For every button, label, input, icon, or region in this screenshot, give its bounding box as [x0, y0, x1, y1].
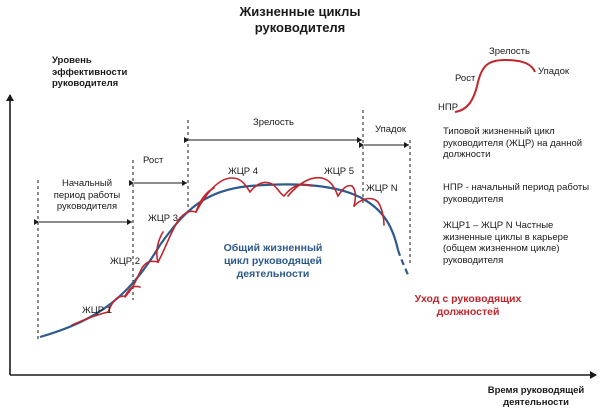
note-3-line-3: (общем жизненном цикле) — [443, 243, 560, 254]
stage-initial-line-3: руководителя — [56, 201, 118, 212]
stage-initial-label: Начальный период работы руководителя — [45, 178, 129, 213]
general-cycle-line-3: деятельности — [236, 268, 310, 280]
x-axis-label-line-2: деятельности — [503, 396, 569, 408]
legend-maturity-label: Зрелость — [489, 46, 530, 57]
general-cycle-label: Общий жизненный цикл руководящей деятель… — [218, 242, 328, 281]
y-axis-label-line-1: Уровень — [52, 55, 92, 66]
cycle-2-label: ЖЦР 2 — [110, 256, 141, 267]
note-private-cycles: ЖЦР1 – ЖЦР N Частные жизненные циклы в к… — [443, 220, 568, 266]
general-cycle-dashed — [396, 249, 411, 278]
title-line-2: руководителя — [254, 20, 346, 35]
note-typical-cycle: Типовой жизненный цикл руководителя (ЖЦР… — [443, 126, 582, 161]
cycle-1-label: ЖЦР 1 — [82, 305, 113, 316]
cycle-2-curve — [124, 231, 164, 298]
legend-cycle-curve — [454, 58, 536, 113]
stage-growth-label: Рост — [143, 155, 164, 166]
cycle-3-label: ЖЦР 3 — [148, 213, 179, 224]
note-1-line-3: должности — [443, 149, 491, 160]
stage-initial-line-2: период работы — [53, 189, 121, 201]
exit-line-1: Уход с руководящих — [414, 293, 522, 305]
y-axis-label-line-2: эффективности — [52, 66, 128, 78]
legend-decline-label: Упадок — [538, 66, 570, 77]
y-axis-label: Уровень эффективности руководителя — [52, 55, 127, 90]
cycle-5-curve — [287, 176, 357, 207]
stage-guides — [37, 110, 411, 340]
private-cycles — [71, 176, 385, 326]
diagram-title: Жизненные циклы руководителя — [200, 4, 400, 36]
stage-decline-label: Упадок — [375, 124, 407, 135]
stage-initial-line-1: Начальный — [61, 178, 113, 189]
note-3-line-4: руководителя — [443, 254, 504, 266]
exit-label: Уход с руководящих должностей — [404, 293, 532, 319]
cycle-5-label: ЖЦР 5 — [324, 166, 355, 177]
legend-growth-label: Рост — [455, 73, 476, 84]
note-npr: НПР - начальный период работы руководите… — [443, 182, 589, 205]
cycle-3-curve — [157, 187, 215, 263]
note-1-line-1: Типовой жизненный цикл — [443, 126, 555, 137]
stage-arrows — [34, 137, 409, 225]
legend-npr-label: НПР — [438, 102, 459, 113]
exit-line-2: должностей — [436, 306, 500, 318]
cycle-4-label: ЖЦР 4 — [228, 166, 259, 177]
cycle-n-label: ЖЦР N — [366, 183, 398, 194]
cycle-4-curve — [195, 177, 313, 213]
x-axis-label-line-1: Время руководящей — [487, 385, 585, 396]
general-cycle-line-1: Общий жизненный — [223, 242, 323, 254]
note-3-line-1: ЖЦР1 – ЖЦР N Частные — [443, 220, 554, 231]
title-line-1: Жизненные циклы — [239, 4, 361, 19]
stage-maturity-label: Зрелость — [253, 117, 294, 128]
y-axis-label-line-3: руководителя — [52, 78, 119, 89]
x-axis-label: Время руководящей деятельности — [478, 385, 594, 408]
note-2-line-1: НПР - начальный период работы — [443, 182, 590, 193]
note-3-line-2: жизненные циклы в карьере — [443, 231, 569, 243]
note-2-line-2: руководителя — [443, 193, 504, 205]
note-1-line-2: руководителя (ЖЦР) на данной — [443, 137, 583, 149]
general-cycle-line-2: цикл руководящей — [223, 255, 323, 267]
cycle-n-curve — [353, 197, 385, 226]
